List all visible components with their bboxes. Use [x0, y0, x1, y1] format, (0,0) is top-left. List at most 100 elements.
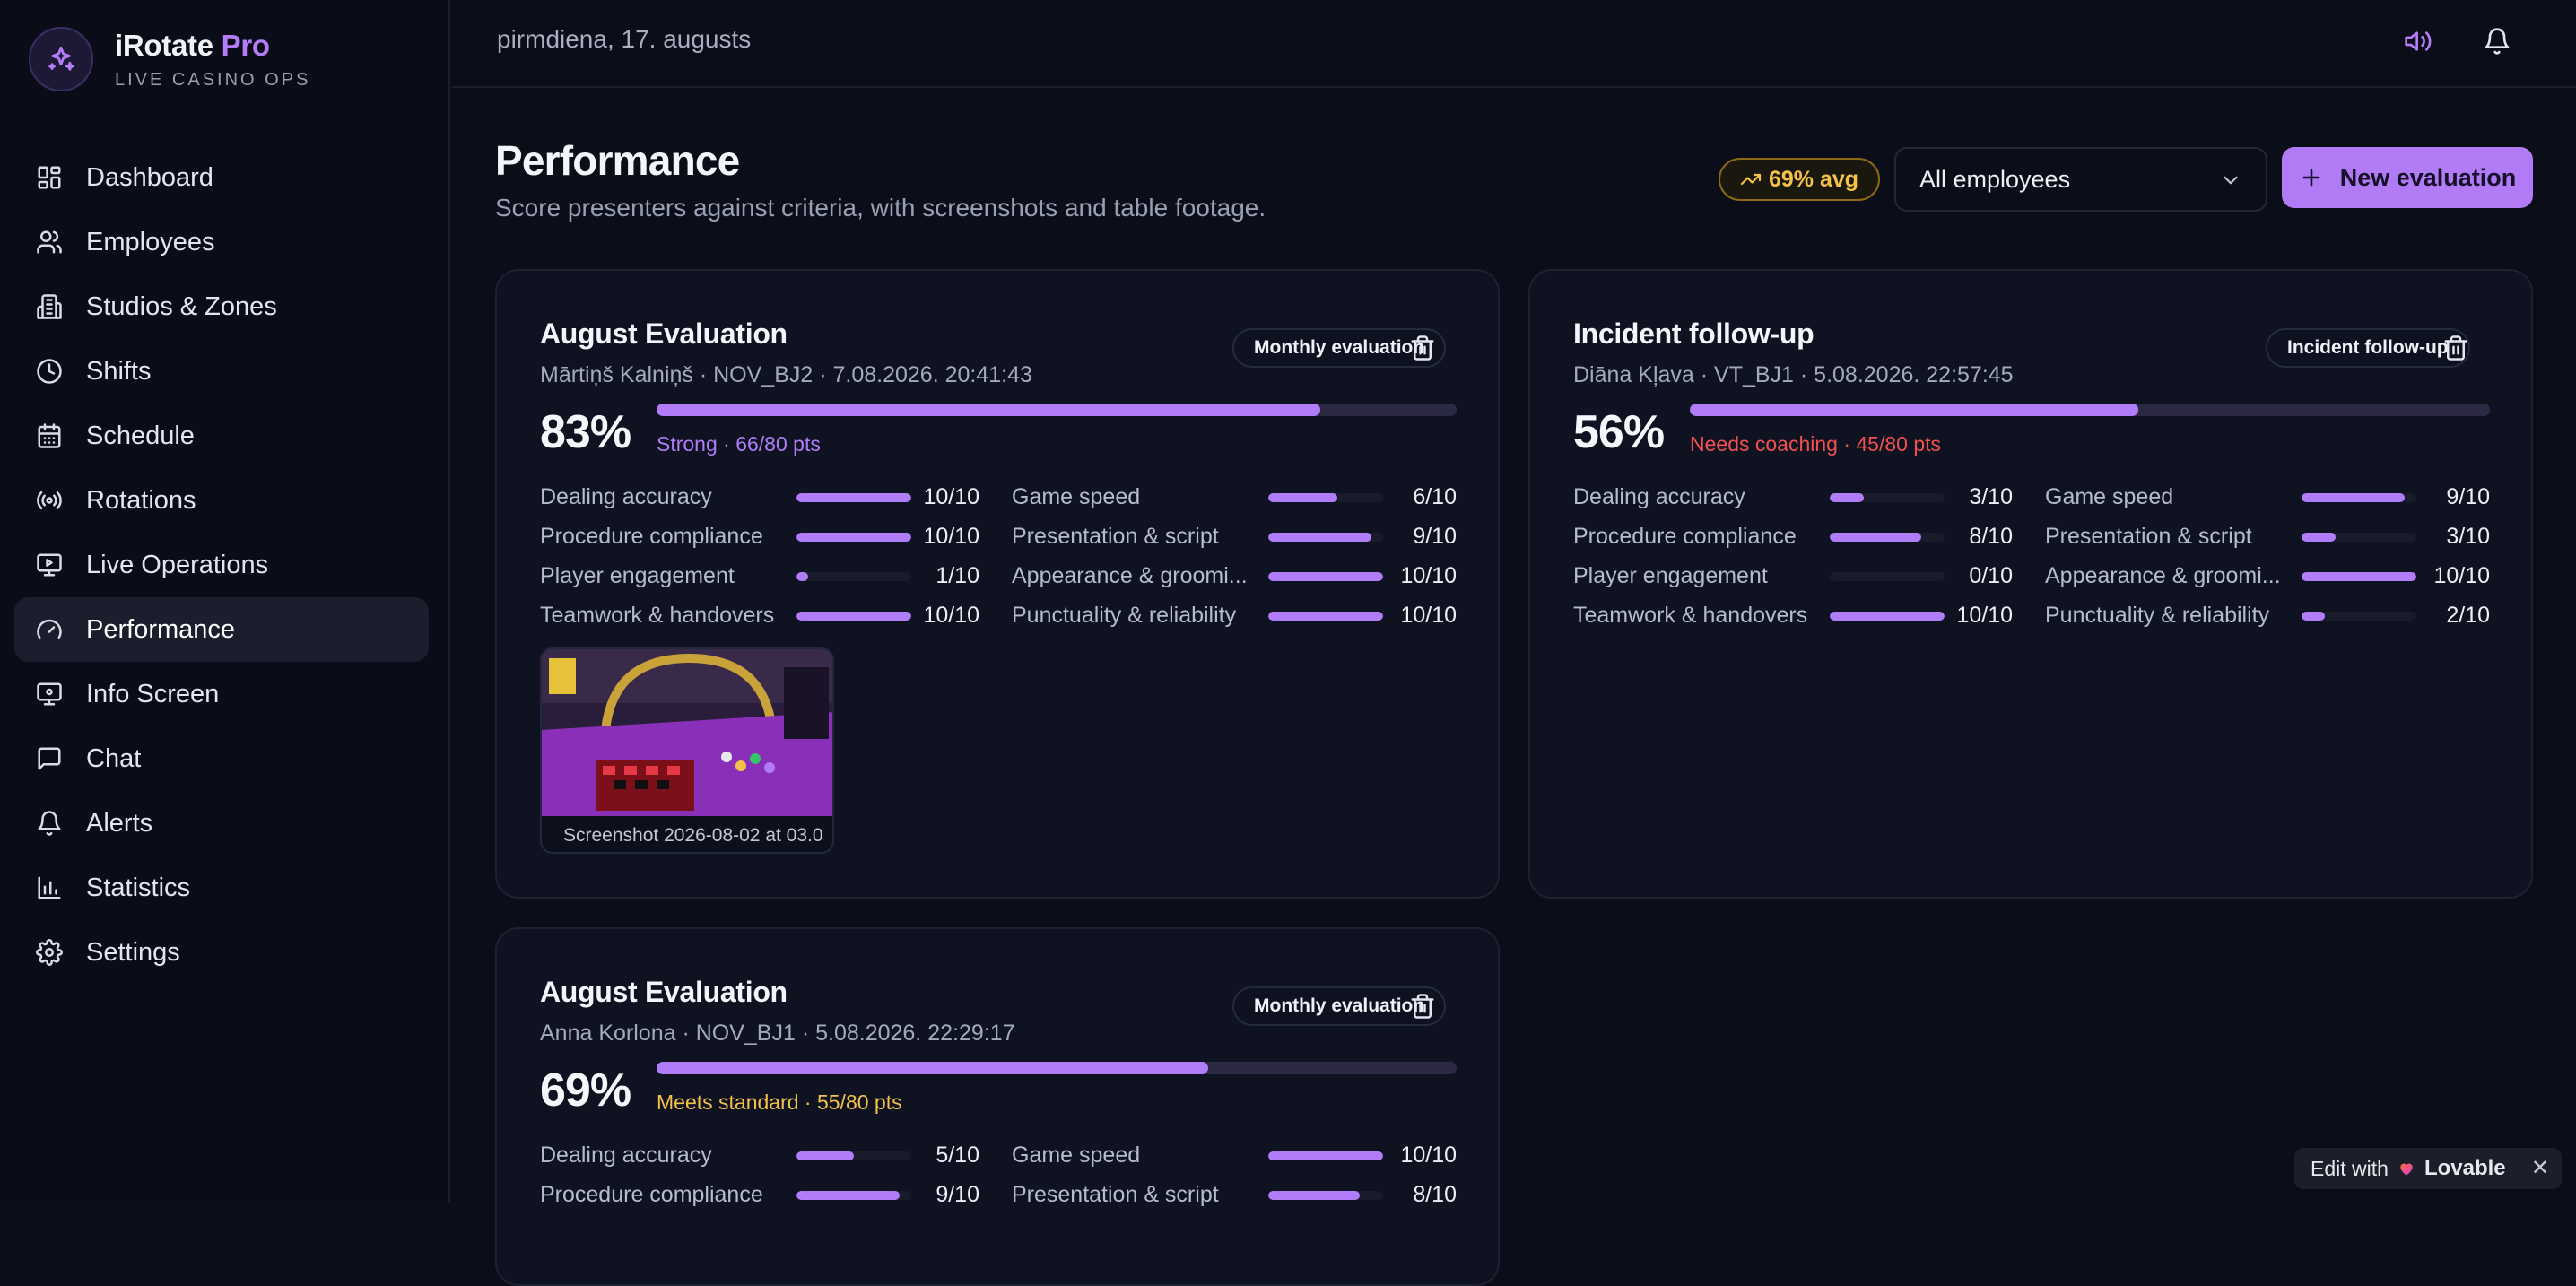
criterion-value: 5/10: [936, 1143, 979, 1168]
evaluation-meta: Anna Korlona · NOV_BJ1 · 5.08.2026. 22:2…: [540, 1021, 1015, 1046]
sidebar-item-alerts[interactable]: Alerts: [14, 791, 429, 856]
sidebar-item-label: Statistics: [86, 873, 191, 902]
sidebar-item-chat[interactable]: Chat: [14, 726, 429, 791]
notifications-bell-icon[interactable]: [2477, 22, 2517, 61]
evaluation-card[interactable]: August Evaluation Mārtiņš Kalniņš · NOV_…: [495, 269, 1500, 899]
monitor-play-icon: [36, 552, 63, 578]
sidebar-item-rotations[interactable]: Rotations: [14, 468, 429, 533]
screenshot-attachment[interactable]: Screenshot 2026-08-02 at 03.0: [540, 647, 834, 854]
criterion-bar: [1830, 572, 1945, 581]
sidebar-item-label: Live Operations: [86, 550, 269, 579]
criterion-name: Game speed: [1012, 484, 1141, 509]
brand[interactable]: iRotate Pro LIVE CASINO OPS: [29, 27, 310, 91]
sidebar-item-label: Employees: [86, 227, 215, 256]
criterion-row: Game speed 9/10: [2045, 484, 2493, 511]
delete-trash-icon[interactable]: [1406, 988, 1439, 1024]
sidebar-item-dashboard[interactable]: Dashboard: [14, 145, 429, 210]
evaluation-type-badge: Incident follow-up: [2266, 328, 2470, 368]
criterion-row: Game speed 6/10: [1012, 484, 1460, 511]
criterion-value: 2/10: [2446, 603, 2490, 628]
criterion-bar: [1268, 612, 1383, 621]
criterion-bar: [796, 493, 911, 502]
clock-icon: [36, 358, 63, 385]
criterion-bar: [796, 1151, 911, 1160]
criterion-row: Presentation & script 8/10: [1012, 1182, 1460, 1209]
evaluation-title: August Evaluation: [540, 317, 788, 350]
brand-pro: Pro: [221, 28, 270, 62]
sidebar-item-info-screen[interactable]: Info Screen: [14, 662, 429, 726]
sidebar-item-performance[interactable]: Performance: [14, 597, 429, 662]
sparkles-icon: [29, 27, 93, 91]
criterion-bar: [2302, 493, 2416, 502]
criterion-name: Teamwork & handovers: [540, 603, 775, 628]
criterion-value: 8/10: [1413, 1182, 1457, 1207]
criterion-row: Punctuality & reliability 10/10: [1012, 603, 1460, 630]
criterion-value: 10/10: [923, 524, 979, 549]
sidebar-item-statistics[interactable]: Statistics: [14, 856, 429, 920]
criterion-value: 0/10: [1969, 563, 2013, 588]
criterion-name: Procedure compliance: [1573, 524, 1797, 549]
criterion-value: 10/10: [1400, 563, 1457, 588]
delete-trash-icon[interactable]: [2440, 330, 2472, 366]
evaluation-card[interactable]: August Evaluation Anna Korlona · NOV_BJ1…: [495, 927, 1500, 1286]
evaluation-card[interactable]: Incident follow-up Diāna Kļava · VT_BJ1 …: [1528, 269, 2533, 899]
criterion-name: Punctuality & reliability: [2045, 603, 2270, 628]
lovable-brand: Lovable: [2424, 1156, 2506, 1180]
edit-with-lovable-badge[interactable]: Edit with Lovable ✕: [2294, 1148, 2562, 1189]
sidebar-item-label: Studios & Zones: [86, 291, 277, 321]
criterion-value: 10/10: [1400, 1143, 1457, 1168]
criterion-name: Teamwork & handovers: [1573, 603, 1808, 628]
criterion-row: Game speed 10/10: [1012, 1143, 1460, 1169]
employee-filter-select[interactable]: All employees: [1894, 147, 2267, 212]
criterion-name: Dealing accuracy: [540, 484, 712, 509]
sidebar-item-employees[interactable]: Employees: [14, 210, 429, 274]
sidebar-item-settings[interactable]: Settings: [14, 920, 429, 985]
criterion-bar: [796, 533, 911, 542]
criterion-name: Game speed: [1012, 1143, 1141, 1168]
gauge-icon: [36, 616, 63, 643]
sidebar-item-label: Info Screen: [86, 679, 220, 708]
sidebar-item-schedule[interactable]: Schedule: [14, 404, 429, 468]
plus-icon: [2302, 169, 2320, 187]
criterion-value: 1/10: [936, 563, 979, 588]
criterion-bar: [796, 1191, 911, 1200]
criterion-row: Presentation & script 9/10: [1012, 524, 1460, 551]
sidebar-item-live-operations[interactable]: Live Operations: [14, 533, 429, 597]
new-evaluation-button[interactable]: New evaluation: [2282, 147, 2533, 208]
speaker-icon[interactable]: [2398, 22, 2438, 61]
evaluation-score: 56%: [1573, 406, 1665, 458]
dashboard-icon: [36, 164, 63, 191]
criterion-bar: [2302, 572, 2416, 581]
criterion-bar: [1830, 533, 1945, 542]
evaluation-meta: Mārtiņš Kalniņš · NOV_BJ2 · 7.08.2026. 2…: [540, 362, 1032, 387]
page-title: Performance: [495, 137, 740, 184]
criterion-row: Teamwork & handovers 10/10: [540, 603, 988, 630]
evaluation-rating: Strong · 66/80 pts: [657, 432, 821, 456]
criterion-name: Dealing accuracy: [540, 1143, 712, 1168]
bar-chart-icon: [36, 874, 63, 901]
criterion-name: Player engagement: [1573, 563, 1768, 588]
sidebar-item-label: Settings: [86, 937, 180, 967]
criterion-name: Presentation & script: [1012, 1182, 1219, 1207]
users-icon: [36, 229, 63, 256]
sidebar-item-studios-zones[interactable]: Studios & Zones: [14, 274, 429, 339]
criterion-row: Appearance & groomi... 10/10: [1012, 563, 1460, 590]
close-icon[interactable]: ✕: [2530, 1156, 2549, 1180]
criterion-value: 10/10: [1956, 603, 2013, 628]
sidebar-item-shifts[interactable]: Shifts: [14, 339, 429, 404]
sidebar-item-label: Dashboard: [86, 162, 213, 192]
delete-trash-icon[interactable]: [1406, 330, 1439, 366]
criterion-bar: [796, 572, 911, 581]
criterion-bar: [2302, 533, 2416, 542]
employee-filter-value: All employees: [1919, 165, 2071, 193]
criterion-bar: [1268, 533, 1383, 542]
criterion-value: 6/10: [1413, 484, 1457, 509]
score-progress-bar: [1690, 404, 2490, 416]
criterion-name: Procedure compliance: [540, 524, 763, 549]
criterion-bar: [1830, 493, 1945, 502]
criterion-name: Dealing accuracy: [1573, 484, 1745, 509]
criterion-row: Presentation & script 3/10: [2045, 524, 2493, 551]
criterion-value: 9/10: [1413, 524, 1457, 549]
sidebar-item-label: Shifts: [86, 356, 152, 386]
average-score-text: 69% avg: [1769, 166, 1859, 192]
